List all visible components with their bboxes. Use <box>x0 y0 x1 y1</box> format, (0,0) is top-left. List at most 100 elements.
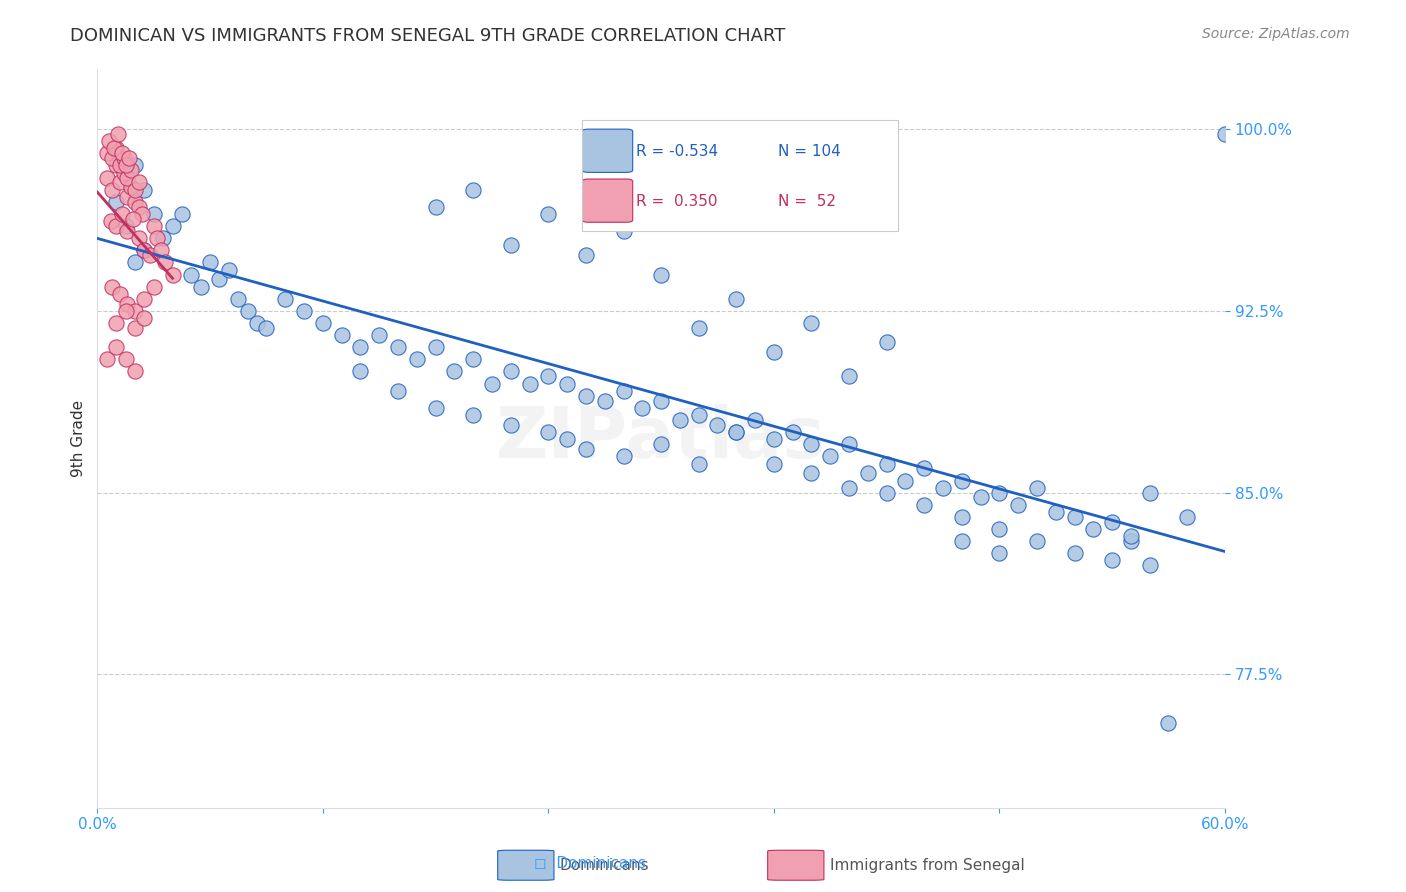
Y-axis label: 9th Grade: 9th Grade <box>72 400 86 476</box>
Point <box>312 316 335 330</box>
Point <box>208 272 231 286</box>
Point <box>1175 509 1198 524</box>
Point <box>537 425 560 439</box>
Point <box>499 417 522 432</box>
Point <box>107 127 129 141</box>
Point <box>612 450 634 464</box>
Point <box>387 340 409 354</box>
Point <box>425 340 447 354</box>
Point <box>128 231 150 245</box>
Point <box>124 304 146 318</box>
Point <box>818 450 841 464</box>
Point <box>124 255 146 269</box>
Point <box>950 534 973 549</box>
Point <box>762 345 785 359</box>
Point <box>838 481 860 495</box>
Point <box>1026 481 1049 495</box>
Point <box>122 211 145 226</box>
Point <box>131 207 153 221</box>
Point <box>120 180 142 194</box>
Point <box>246 316 269 330</box>
Point <box>838 437 860 451</box>
Point <box>124 321 146 335</box>
Point <box>111 207 134 221</box>
Point <box>134 244 156 258</box>
Point <box>499 364 522 378</box>
Point <box>274 292 297 306</box>
Point <box>988 546 1011 560</box>
Point <box>152 231 174 245</box>
Point <box>190 279 212 293</box>
Point <box>537 369 560 384</box>
Point <box>114 158 136 172</box>
Point <box>150 244 173 258</box>
Point <box>782 425 804 439</box>
Point <box>1213 127 1236 141</box>
Point <box>1101 553 1123 567</box>
Point <box>405 352 427 367</box>
Point <box>1007 498 1029 512</box>
Point <box>800 437 823 451</box>
Point <box>134 292 156 306</box>
Point <box>96 146 118 161</box>
Point <box>725 425 748 439</box>
Point <box>112 151 135 165</box>
Point <box>105 340 128 354</box>
Point <box>1157 715 1180 730</box>
Point <box>105 141 128 155</box>
Text: ◻  Dominicans: ◻ Dominicans <box>534 855 647 870</box>
Point <box>950 474 973 488</box>
Point <box>1083 522 1105 536</box>
Point <box>725 292 748 306</box>
Point <box>762 433 785 447</box>
Point <box>114 352 136 367</box>
Point <box>112 166 135 180</box>
Text: DOMINICAN VS IMMIGRANTS FROM SENEGAL 9TH GRADE CORRELATION CHART: DOMINICAN VS IMMIGRANTS FROM SENEGAL 9TH… <box>70 27 786 45</box>
Point <box>96 352 118 367</box>
Point <box>368 328 391 343</box>
Point <box>114 219 136 233</box>
Point <box>1139 558 1161 573</box>
Point <box>117 224 139 238</box>
Point <box>1119 529 1142 543</box>
Point <box>725 425 748 439</box>
Point <box>105 316 128 330</box>
Point <box>575 248 598 262</box>
Point <box>198 255 221 269</box>
Point <box>1063 509 1085 524</box>
Point <box>256 321 278 335</box>
Text: Source: ZipAtlas.com: Source: ZipAtlas.com <box>1202 27 1350 41</box>
Point <box>236 304 259 318</box>
Point <box>463 408 485 422</box>
Point <box>650 393 672 408</box>
Point <box>575 389 598 403</box>
Point <box>139 248 162 262</box>
Point <box>1119 534 1142 549</box>
Point <box>744 413 766 427</box>
Point <box>1045 505 1067 519</box>
Point <box>555 433 578 447</box>
Point <box>463 183 485 197</box>
Point <box>838 369 860 384</box>
Point <box>134 311 156 326</box>
Point <box>349 364 371 378</box>
Text: Immigrants from Senegal: Immigrants from Senegal <box>830 858 1025 872</box>
Point <box>800 467 823 481</box>
Point <box>1101 515 1123 529</box>
Point <box>537 207 560 221</box>
Point <box>688 321 710 335</box>
Text: Dominicans: Dominicans <box>560 858 650 872</box>
Point <box>134 183 156 197</box>
Point <box>124 158 146 172</box>
Point <box>128 176 150 190</box>
Point <box>1063 546 1085 560</box>
Point <box>706 417 728 432</box>
Point <box>499 238 522 252</box>
Point <box>142 207 165 221</box>
Text: ZIPatlas: ZIPatlas <box>496 403 827 473</box>
Point <box>612 384 634 398</box>
FancyBboxPatch shape <box>768 850 824 880</box>
Point <box>170 207 193 221</box>
Point <box>612 224 634 238</box>
Point <box>114 304 136 318</box>
